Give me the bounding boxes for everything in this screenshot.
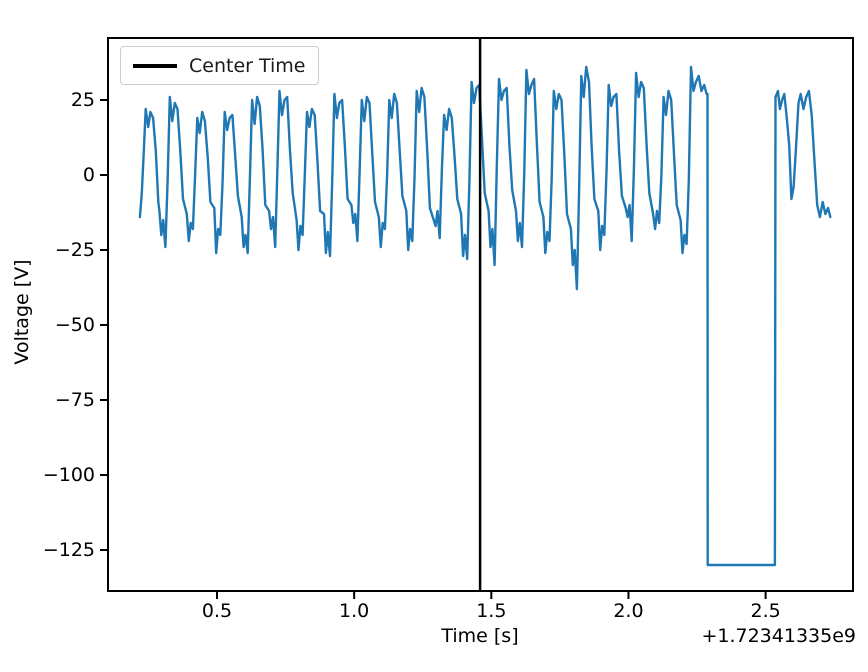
y-tick-label: −75: [54, 388, 95, 411]
y-tick-label: −100: [42, 463, 95, 486]
x-axis-label: Time [s]: [441, 625, 519, 647]
x-tick-label: 2.0: [613, 600, 644, 622]
voltage-signal-line: [138, 65, 832, 567]
y-tick-label: 0: [82, 164, 95, 186]
x-tick-label: 1.0: [339, 600, 370, 622]
y-tick-label: 25: [70, 89, 95, 111]
legend: Center Time: [120, 46, 319, 85]
center-time-legend-line-icon: [133, 63, 177, 68]
y-tick-label: −25: [54, 239, 95, 261]
x-tick-label: 0.5: [201, 600, 233, 622]
y-tick-label: −50: [54, 313, 95, 336]
x-tick-label: 2.5: [750, 600, 781, 622]
x-axis-offset-label: +1.72341335e9: [701, 625, 856, 647]
y-axis-label: Voltage [V]: [11, 259, 33, 365]
axes-spines: [107, 37, 854, 592]
y-tick-label: −125: [42, 538, 95, 561]
legend-label: Center Time: [189, 54, 306, 77]
x-tick-label: 1.5: [476, 600, 507, 622]
